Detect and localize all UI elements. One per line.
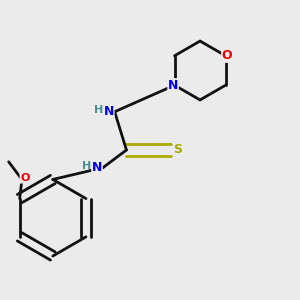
Text: S: S — [173, 143, 182, 157]
Text: N: N — [168, 79, 178, 92]
Text: O: O — [222, 49, 232, 62]
Text: N: N — [103, 105, 114, 118]
Text: H: H — [94, 105, 103, 115]
Text: O: O — [20, 173, 29, 183]
Text: N: N — [92, 161, 102, 174]
Text: H: H — [82, 161, 91, 171]
